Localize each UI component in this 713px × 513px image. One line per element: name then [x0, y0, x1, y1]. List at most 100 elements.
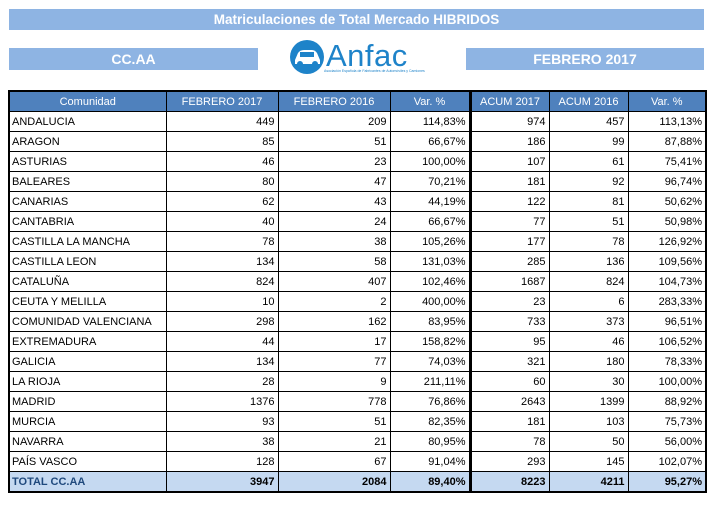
cell-acum-2016: 145 [548, 451, 629, 472]
table-row: BALEARES 80 47 70,21% 181 92 96,74% [8, 171, 707, 192]
table-row: PAÍS VASCO 128 67 91,04% 293 145 102,07% [8, 451, 707, 472]
cell-acum-2017: 2643 [468, 391, 550, 412]
col-header-comunidad: Comunidad [8, 90, 167, 112]
cell-feb-2016: 209 [277, 111, 391, 132]
cell-feb-2016: 38 [277, 231, 391, 252]
col-header-feb-2016: FEBRERO 2016 [277, 90, 391, 112]
cell-var-acum: 75,41% [627, 151, 707, 172]
table-row: EXTREMADURA 44 17 158,82% 95 46 106,52% [8, 331, 707, 352]
cell-var-acum: 96,74% [627, 171, 707, 192]
cell-region-name: EXTREMADURA [8, 331, 167, 352]
cell-var-acum: 104,73% [627, 271, 707, 292]
cell-region-name: CATALUÑA [8, 271, 167, 292]
anfac-logo: Anfac Asociación Española de Fabricantes… [288, 37, 428, 81]
cell-var-month: 100,00% [389, 151, 471, 172]
cell-feb-2016: 51 [277, 411, 391, 432]
cell-feb-2017: 62 [165, 191, 279, 212]
cell-feb-2017: 38 [165, 431, 279, 452]
cell-feb-2017: 134 [165, 351, 279, 372]
cell-acum-2017: 733 [468, 311, 550, 332]
cell-region-name: ARAGON [8, 131, 167, 152]
cell-acum-2016: 6 [548, 291, 629, 312]
cell-region-name: COMUNIDAD VALENCIANA [8, 311, 167, 332]
cell-acum-2017: 177 [468, 231, 550, 252]
table-header-row: Comunidad FEBRERO 2017 FEBRERO 2016 Var.… [8, 90, 707, 112]
cell-var-month: 44,19% [389, 191, 471, 212]
cell-feb-2017: 85 [165, 131, 279, 152]
col-header-feb-2017: FEBRERO 2017 [165, 90, 279, 112]
logo-wordmark: Anfac [326, 38, 408, 73]
cell-acum-2017: 77 [468, 211, 550, 232]
total-acum-2017: 8223 [468, 471, 550, 493]
table-row: CATALUÑA 824 407 102,46% 1687 824 104,73% [8, 271, 707, 292]
cell-var-month: 76,86% [389, 391, 471, 412]
cell-region-name: BALEARES [8, 171, 167, 192]
cell-var-month: 114,83% [389, 111, 471, 132]
cell-acum-2016: 136 [548, 251, 629, 272]
cell-region-name: CANARIAS [8, 191, 167, 212]
table-row: CASTILLA LA MANCHA 78 38 105,26% 177 78 126,92… [8, 231, 707, 252]
cell-feb-2016: 778 [277, 391, 391, 412]
cell-acum-2016: 824 [548, 271, 629, 292]
total-feb-2017: 3947 [165, 471, 279, 493]
cell-acum-2017: 181 [468, 171, 550, 192]
table-row: MURCIA 93 51 82,35% 181 103 75,73% [8, 411, 707, 432]
cell-region-name: CASTILLA LEON [8, 251, 167, 272]
cell-feb-2017: 449 [165, 111, 279, 132]
cell-feb-2017: 78 [165, 231, 279, 252]
table-row: COMUNIDAD VALENCIANA 298 162 83,95% 733 373 96… [8, 311, 707, 332]
cell-acum-2016: 180 [548, 351, 629, 372]
cell-var-month: 158,82% [389, 331, 471, 352]
cell-var-month: 66,67% [389, 131, 471, 152]
cell-region-name: ANDALUCIA [8, 111, 167, 132]
cell-acum-2016: 457 [548, 111, 629, 132]
cell-var-acum: 50,98% [627, 211, 707, 232]
total-var-month: 89,40% [389, 471, 471, 493]
cell-var-month: 70,21% [389, 171, 471, 192]
cell-var-acum: 100,00% [627, 371, 707, 392]
cell-acum-2017: 23 [468, 291, 550, 312]
cell-feb-2017: 93 [165, 411, 279, 432]
table-row: LA RIOJA 28 9 211,11% 60 30 100,00% [8, 371, 707, 392]
cell-feb-2017: 40 [165, 211, 279, 232]
cell-var-month: 211,11% [389, 371, 471, 392]
table-row: CASTILLA LEON 134 58 131,03% 285 136 109,56% [8, 251, 707, 272]
cell-feb-2016: 43 [277, 191, 391, 212]
cell-feb-2016: 162 [277, 311, 391, 332]
cell-region-name: LA RIOJA [8, 371, 167, 392]
cell-acum-2017: 107 [468, 151, 550, 172]
table-row: ANDALUCIA 449 209 114,83% 974 457 113,13% [8, 111, 707, 132]
cell-feb-2016: 17 [277, 331, 391, 352]
cell-acum-2016: 61 [548, 151, 629, 172]
cell-feb-2016: 51 [277, 131, 391, 152]
cell-region-name: ASTURIAS [8, 151, 167, 172]
table-row: ASTURIAS 46 23 100,00% 107 61 75,41% [8, 151, 707, 172]
cell-acum-2016: 92 [548, 171, 629, 192]
cell-feb-2016: 67 [277, 451, 391, 472]
cell-acum-2016: 373 [548, 311, 629, 332]
cell-acum-2017: 78 [468, 431, 550, 452]
cell-feb-2017: 824 [165, 271, 279, 292]
cell-var-month: 80,95% [389, 431, 471, 452]
cell-region-name: PAÍS VASCO [8, 451, 167, 472]
cell-var-acum: 283,33% [627, 291, 707, 312]
cell-var-acum: 78,33% [627, 351, 707, 372]
cell-feb-2016: 58 [277, 251, 391, 272]
total-feb-2016: 2084 [277, 471, 391, 493]
col-header-acum-2017: ACUM 2017 [468, 90, 550, 112]
cell-var-acum: 88,92% [627, 391, 707, 412]
cell-var-month: 82,35% [389, 411, 471, 432]
col-header-var-month: Var. % [389, 90, 471, 112]
cell-acum-2016: 30 [548, 371, 629, 392]
cell-feb-2016: 24 [277, 211, 391, 232]
cell-acum-2016: 1399 [548, 391, 629, 412]
table-row: MADRID 1376 778 76,86% 2643 1399 88,92% [8, 391, 707, 412]
cell-feb-2016: 23 [277, 151, 391, 172]
cell-acum-2016: 103 [548, 411, 629, 432]
logo-tagline: Asociación Española de Fabricantes de Au… [324, 69, 425, 73]
cell-var-acum: 113,13% [627, 111, 707, 132]
cell-acum-2017: 293 [468, 451, 550, 472]
car-logo-icon [290, 40, 324, 74]
cell-acum-2017: 1687 [468, 271, 550, 292]
total-region-name: TOTAL CC.AA [8, 471, 167, 493]
